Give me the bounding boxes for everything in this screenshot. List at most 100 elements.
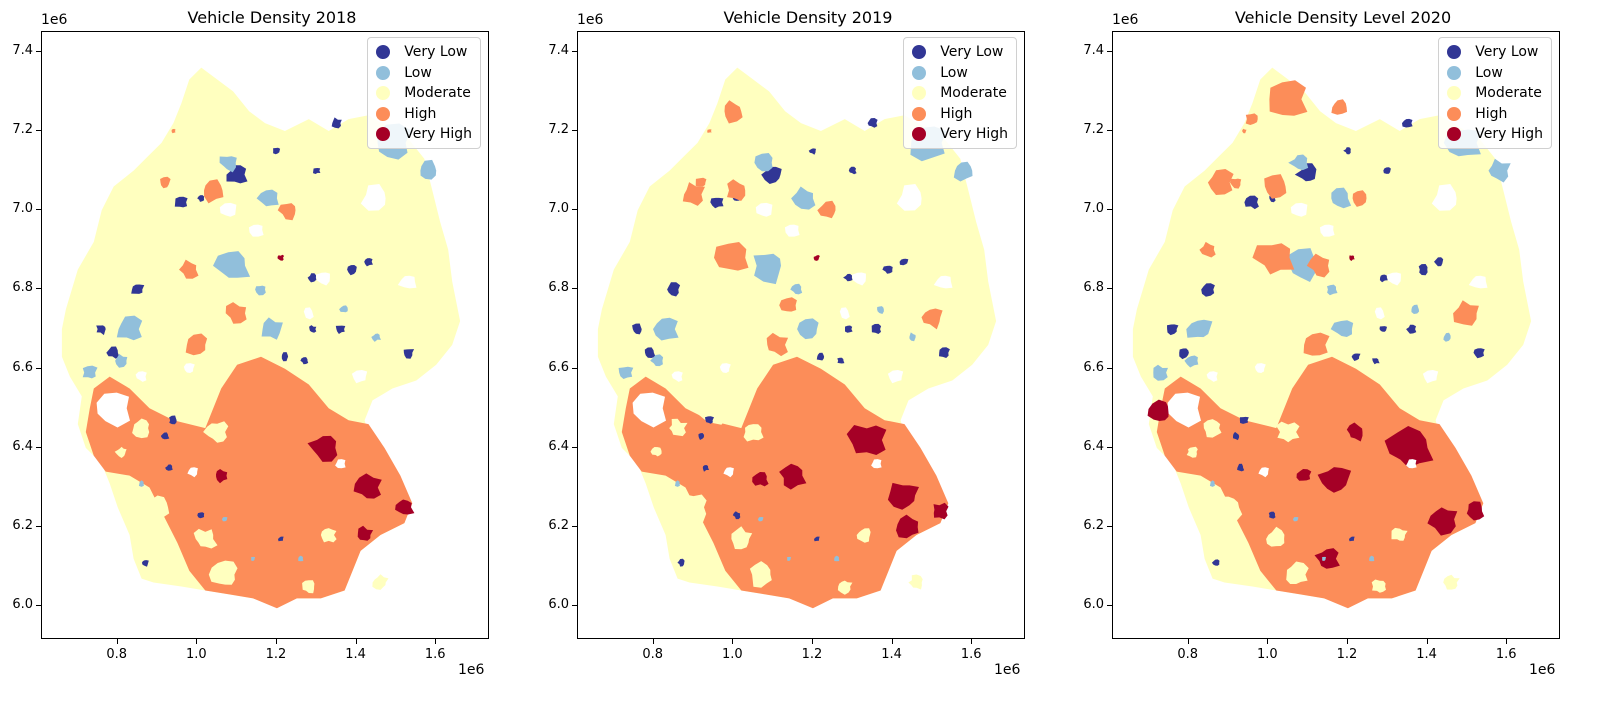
y-tick-mark [572, 288, 577, 290]
x-tick-label: 1.6 [1495, 647, 1517, 662]
region-vh [896, 514, 919, 539]
region-l [298, 555, 304, 562]
legend-item: Low [912, 63, 1008, 84]
region-l [1209, 480, 1215, 487]
region-h [727, 179, 746, 201]
legend-item: Very High [912, 124, 1008, 145]
region-h [225, 302, 247, 324]
region-vl [816, 352, 825, 361]
legend-item: Very Low [912, 42, 1008, 63]
region-h [1252, 243, 1295, 275]
y-tick-mark [572, 605, 577, 607]
region-l [1327, 284, 1338, 296]
map-axes: Very Low Low Moderate High Very High [1112, 31, 1560, 639]
map-axes: Very Low Low Moderate High Very High [577, 31, 1025, 639]
region-moderate [1231, 379, 1280, 422]
region-vl [364, 258, 373, 267]
y-tick-mark [1107, 526, 1112, 528]
x-axis-exponent: 1e6 [1529, 662, 1556, 678]
x-tick-mark [355, 639, 357, 644]
region-l [618, 366, 634, 379]
region-vl [1379, 326, 1387, 332]
region-no-data [1206, 371, 1218, 382]
region-vl [1343, 147, 1351, 155]
region-no-data [1386, 272, 1401, 286]
region-moderate [650, 447, 662, 457]
region-h [817, 200, 836, 219]
region-moderate [203, 421, 229, 443]
region-vl [1473, 348, 1485, 359]
region-vh [887, 482, 919, 510]
y-tick-label: 7.0 [548, 201, 569, 217]
x-tick-mark [1267, 639, 1269, 644]
y-tick-mark [572, 50, 577, 52]
legend-item: Moderate [912, 83, 1008, 104]
legend-label: Low [404, 64, 432, 81]
region-vl [160, 432, 170, 440]
legend-label: High [940, 105, 973, 122]
y-tick-label: 6.0 [548, 597, 569, 613]
region-no-data [723, 467, 734, 478]
region-l [877, 306, 884, 314]
legend: Very Low Low Moderate High Very High [903, 37, 1017, 149]
region-vl [1351, 353, 1361, 361]
region-l [1184, 355, 1199, 368]
x-tick-mark [732, 639, 734, 644]
region-vl [197, 195, 205, 202]
x-tick-label: 1.6 [424, 647, 446, 662]
region-h [1453, 300, 1479, 326]
legend-item: Low [376, 63, 472, 84]
region-l [115, 353, 128, 368]
y-tick-label: 6.2 [548, 518, 569, 534]
region-l [420, 159, 437, 180]
y-tick-mark [1107, 288, 1112, 290]
region-no-data [755, 202, 773, 217]
legend-label: Moderate [404, 85, 471, 102]
y-tick-mark [36, 367, 41, 369]
region-moderate [161, 378, 206, 420]
region-l [1411, 304, 1420, 314]
region-l [82, 365, 98, 379]
x-tick-mark [1506, 639, 1508, 644]
region-vl [867, 118, 878, 128]
y-tick-mark [36, 526, 41, 528]
region-h [1269, 80, 1308, 116]
legend-marker [1447, 86, 1462, 101]
region-vl [347, 265, 357, 276]
region-vl [702, 465, 709, 472]
region-no-data [871, 459, 882, 469]
region-l [757, 517, 764, 522]
region-no-data [1468, 275, 1488, 289]
region-vl [1418, 264, 1428, 276]
region-no-data [1431, 184, 1457, 211]
region-high-south [1156, 356, 1484, 609]
region-h [1303, 332, 1330, 356]
region-vl [1294, 163, 1317, 182]
region-vh [277, 254, 285, 261]
region-vl [1201, 283, 1215, 297]
region-h [682, 182, 705, 206]
y-tick-label: 7.2 [548, 122, 569, 138]
region-no-data [1319, 224, 1335, 237]
region-h [724, 100, 743, 124]
region-h [185, 333, 208, 356]
region-moderate [1211, 496, 1243, 525]
legend-item: Moderate [376, 83, 472, 104]
region-no-data [671, 371, 683, 382]
region-h [1199, 241, 1216, 258]
region-h [1245, 113, 1258, 125]
x-tick-label: 1.0 [185, 647, 207, 662]
region-moderate [696, 379, 744, 425]
legend-marker [1447, 45, 1462, 60]
region-h [1331, 99, 1347, 115]
region-vl [1372, 358, 1380, 365]
legend-marker [912, 127, 927, 142]
region-h [707, 129, 712, 133]
y-tick-mark [1107, 367, 1112, 369]
region-moderate [1266, 526, 1285, 547]
region-vl [309, 325, 317, 333]
x-tick-mark [116, 639, 118, 644]
region-vl [281, 352, 289, 362]
x-tick-mark [1426, 639, 1428, 644]
legend-item: Low [1447, 63, 1543, 84]
